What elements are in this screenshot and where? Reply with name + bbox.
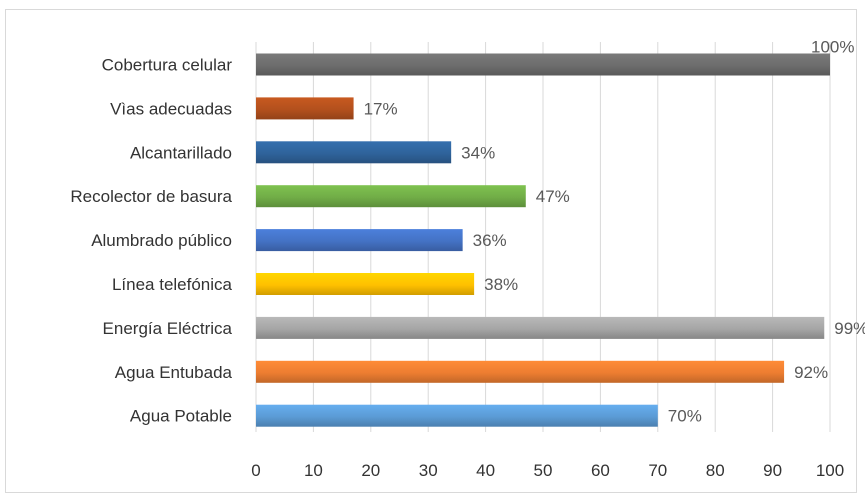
x-tick-label-0: 0 — [251, 461, 260, 480]
x-tick-label-20: 20 — [361, 461, 380, 480]
x-tick-label-90: 90 — [763, 461, 782, 480]
bars — [256, 53, 830, 427]
bar-vìas-adecuadas — [256, 97, 354, 120]
bar-energía-eléctrica — [256, 316, 825, 339]
data-label: 34% — [461, 143, 495, 162]
category-label: Agua Entubada — [115, 363, 233, 382]
data-label: 99% — [834, 319, 865, 338]
bar-alcantarillado — [256, 141, 452, 164]
data-label: 47% — [536, 187, 570, 206]
data-labels: 100% 17% 34% 47% 36% 38% 99% 92% 70% — [364, 38, 865, 426]
category-label: Alcantarillado — [130, 143, 232, 162]
bar-línea-telefónica — [256, 273, 475, 295]
data-label: 92% — [794, 363, 828, 382]
x-tick-label-40: 40 — [476, 461, 495, 480]
bar-agua-potable — [256, 404, 658, 427]
x-tick-label-50: 50 — [534, 461, 553, 480]
bar-alumbrado-público — [256, 229, 463, 252]
x-tick-label-30: 30 — [419, 461, 438, 480]
x-tick-label-70: 70 — [648, 461, 667, 480]
category-label: Línea telefónica — [112, 275, 233, 294]
x-axis-tick-labels: 0 10 20 30 40 50 60 70 80 90 100 — [251, 461, 844, 480]
x-tick-label-80: 80 — [706, 461, 725, 480]
bar-agua-entubada — [256, 360, 785, 383]
category-labels: Cobertura celular Vìas adecuadas Alcantari… — [70, 56, 232, 426]
data-label: 70% — [668, 407, 702, 426]
category-label: Energía Eléctrica — [103, 319, 233, 338]
x-tick-label-10: 10 — [304, 461, 323, 480]
x-tick-label-60: 60 — [591, 461, 610, 480]
bar-cobertura-celular — [256, 53, 830, 76]
bar-recolector-de-basura — [256, 185, 526, 208]
data-label: 17% — [364, 99, 398, 118]
category-label: Vìas adecuadas — [110, 99, 232, 118]
category-label: Cobertura celular — [102, 56, 233, 75]
data-label: 100% — [811, 38, 854, 57]
data-label: 38% — [484, 275, 518, 294]
x-tick-label-100: 100 — [816, 461, 844, 480]
data-label: 36% — [473, 231, 507, 250]
category-label: Alumbrado público — [91, 231, 232, 250]
category-label: Recolector de basura — [70, 187, 232, 206]
category-label: Agua Potable — [130, 407, 232, 426]
